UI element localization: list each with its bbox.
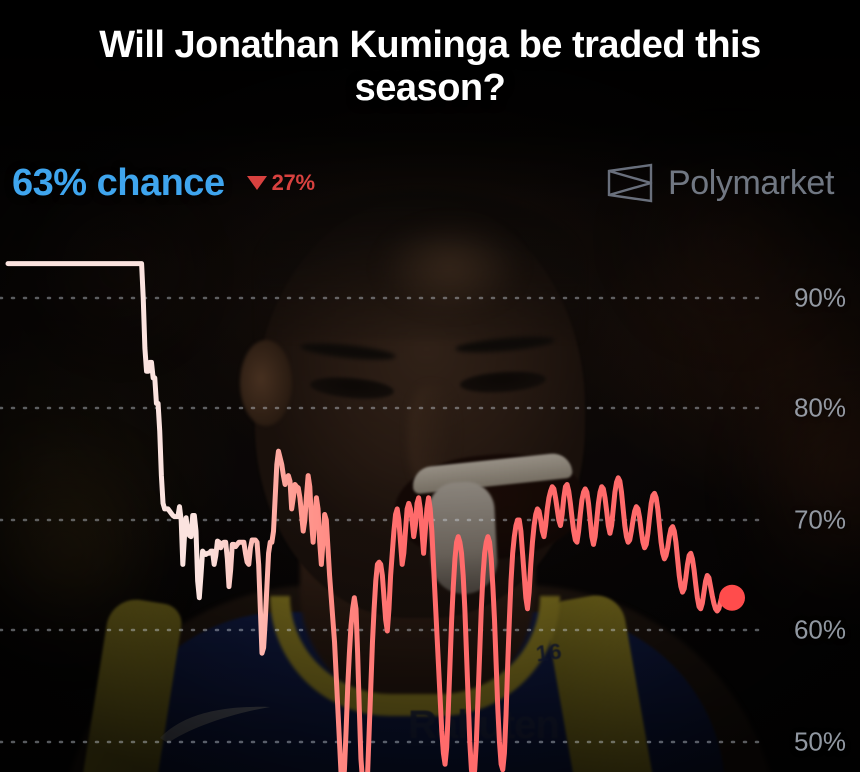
chart-gridlines (0, 296, 762, 744)
chart-line-series (5, 261, 735, 772)
triangle-down-icon (246, 176, 267, 190)
polymarket-logo-icon (607, 163, 653, 203)
chart-endpoint-marker (719, 584, 745, 611)
y-axis-tick-4: 50% (793, 726, 846, 757)
page-title: Will Jonathan Kuminga be traded this sea… (99, 24, 761, 109)
change-indicator: 27% (246, 170, 315, 196)
change-value: 27% (271, 170, 315, 195)
stats-row: 63% chance 27% Polymarket (12, 160, 834, 206)
y-axis-tick-1: 80% (793, 392, 846, 423)
card-header: Will Jonathan Kuminga be traded this sea… (0, 24, 860, 109)
brand-lockup[interactable]: Polymarket (606, 163, 834, 203)
chance-value: 63% chance (12, 161, 225, 204)
y-axis-tick-3: 60% (793, 614, 846, 645)
y-axis-tick-2: 70% (793, 504, 846, 535)
brand-name: Polymarket (667, 163, 834, 202)
y-axis-tick-0: 90% (793, 282, 846, 313)
